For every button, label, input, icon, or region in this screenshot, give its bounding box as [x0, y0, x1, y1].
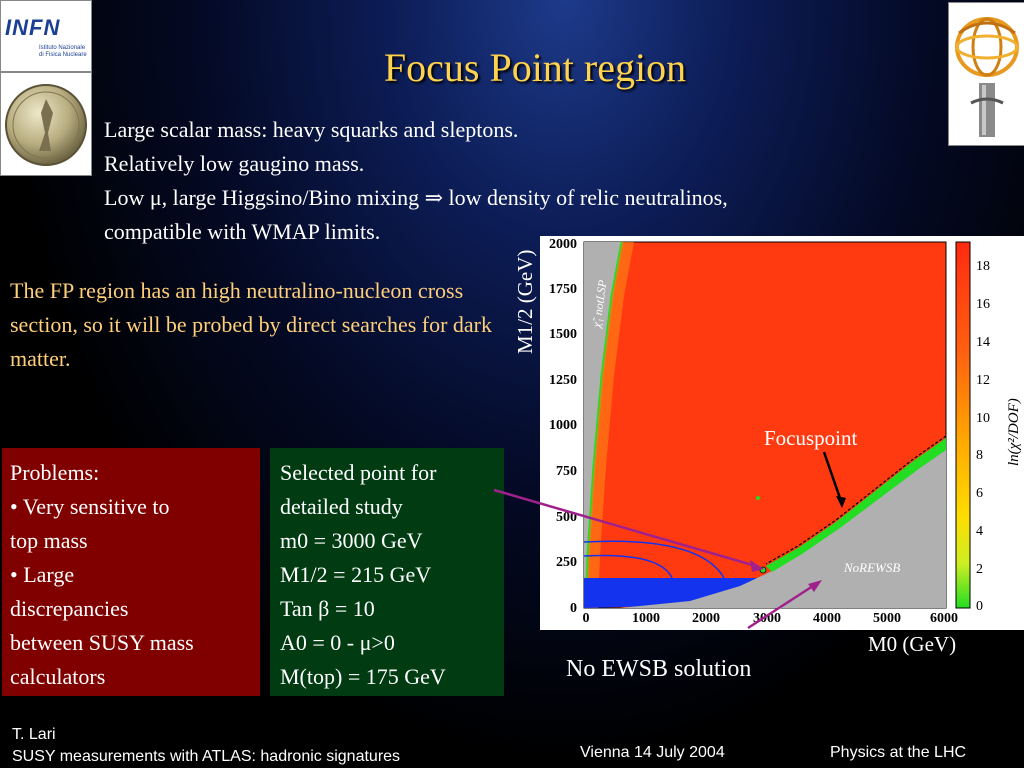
x-tick-label: 3000: [753, 611, 781, 626]
infn-logo: INFN Istituto Nazionale di Fisica Nuclea…: [0, 0, 92, 72]
plot-ylabel: M1/2 (GeV): [513, 250, 537, 354]
problems-line: Problems:: [10, 460, 100, 485]
focuspoint-contour: [765, 435, 947, 565]
y-tick-label: 250: [556, 555, 577, 570]
footer-left: T. Lari SUSY measurements with ATLAS: ha…: [12, 724, 400, 768]
infn-logo-text: INFN: [5, 15, 61, 40]
plot-ylabel-text: M1/2 (GeV): [513, 250, 537, 354]
selected-point-arrowhead: [750, 560, 764, 572]
colorbar-tick: 10: [976, 411, 990, 426]
region-norewsb: [620, 444, 946, 608]
problems-box: Problems: • Very sensitive to top mass •…: [2, 448, 260, 696]
focuspoint-label: Focuspoint: [764, 426, 858, 450]
intro-line: Large scalar mass: heavy squarks and sle…: [104, 117, 519, 142]
footer-author: T. Lari: [12, 726, 56, 743]
footer-conference: Physics at the LHC: [830, 744, 967, 761]
medal-icon: [5, 84, 87, 166]
param-m0: m0 = 3000 GeV: [280, 528, 423, 553]
footer-talk: SUSY measurements with ATLAS: hadronic s…: [12, 748, 401, 765]
y-tick-label: 1750: [549, 282, 577, 297]
problems-line: between SUSY mass: [10, 630, 194, 655]
footer-date: Vienna 14 July 2004: [580, 744, 725, 761]
slide-title: Focus Point region: [383, 45, 687, 90]
selected-line: detailed study: [280, 494, 403, 519]
region-not-lsp: [584, 242, 622, 608]
x-tick-label: 5000: [873, 611, 901, 626]
colorbar-tick: 14: [976, 335, 990, 350]
colorbar-tick: 18: [976, 259, 990, 274]
region-transition: [586, 242, 634, 608]
colorbar-tick: 12: [976, 373, 990, 388]
y-tick-label: 1250: [549, 373, 577, 388]
atlas-icon: [955, 17, 1019, 137]
contour-blue: [583, 540, 725, 579]
y-tick-label: 1000: [549, 418, 577, 433]
selected-point-box: Selected point for detailed study m0 = 3…: [270, 448, 504, 696]
intro-line: compatible with WMAP limits.: [104, 219, 381, 244]
not-lsp-label: χ̃₁ notLSP: [589, 278, 610, 329]
contour-blue: [583, 554, 673, 579]
region-blue: [584, 578, 762, 608]
x-tick-label: 4000: [813, 611, 841, 626]
colorbar-tick: 4: [976, 524, 983, 539]
param-m12: M1/2 = 215 GeV: [280, 562, 432, 587]
problems-line: • Large: [10, 562, 75, 587]
norewsb-label: NoREWSB: [843, 560, 900, 575]
param-tanb: Tan β = 10: [280, 596, 375, 621]
medal-logo: [0, 72, 92, 176]
problems-line: discrepancies: [10, 596, 129, 621]
intro-text: Large scalar mass: heavy squarks and sle…: [104, 113, 728, 249]
problems-line: top mass: [10, 528, 88, 553]
selected-point-arrow: [493, 488, 757, 568]
atlas-logo: [948, 2, 1024, 146]
no-ewsb-arrowhead: [808, 580, 822, 592]
y-tick-label: 1500: [549, 327, 577, 342]
parameter-scan-plot: χ̃₁ notLSP NoREWSB Focuspoint 0 1000 200…: [540, 236, 1024, 630]
y-tick-label: 750: [556, 464, 577, 479]
colorbar: [955, 241, 971, 609]
focuspoint-arrow: [822, 451, 844, 505]
param-mtop: M(top) = 175 GeV: [280, 664, 446, 689]
green-dot: [756, 496, 760, 500]
infn-logo-subtext: Istituto Nazionale di Fisica Nucleare: [39, 45, 87, 58]
plot-xlabel: M0 (GeV): [868, 632, 957, 656]
no-ewsb-arrow: [747, 582, 817, 630]
colorbar-tick: 2: [976, 562, 983, 577]
intro-line: Relatively low gaugino mass.: [104, 151, 365, 176]
x-tick-label: 2000: [692, 611, 720, 626]
focuspoint-arrowhead: [836, 496, 846, 508]
intro-line: Low μ, large Higgsino/Bino mixing ⇒ low …: [104, 185, 728, 210]
y-tick-label: 2000: [549, 237, 577, 252]
x-tick-label: 0: [583, 611, 590, 626]
fp-description: The FP region has an high neutralino-nuc…: [10, 278, 493, 371]
selected-line: Selected point for: [280, 460, 437, 485]
no-ewsb-label: No EWSB solution: [566, 656, 752, 682]
colorbar-label: ln(χ²/DOF): [1006, 398, 1022, 466]
focuspoint-band: [766, 438, 946, 572]
problems-line: calculators: [10, 664, 106, 689]
x-tick-label: 1000: [632, 611, 660, 626]
colorbar-tick: 8: [976, 448, 983, 463]
colorbar-tick: 0: [976, 599, 983, 614]
param-a0: A0 = 0 - μ>0: [280, 630, 395, 655]
colorbar-tick: 16: [976, 297, 990, 312]
problems-line: • Very sensitive to: [10, 494, 170, 519]
x-tick-label: 6000: [930, 611, 958, 626]
y-tick-label: 0: [570, 601, 577, 616]
colorbar-tick: 6: [976, 486, 983, 501]
